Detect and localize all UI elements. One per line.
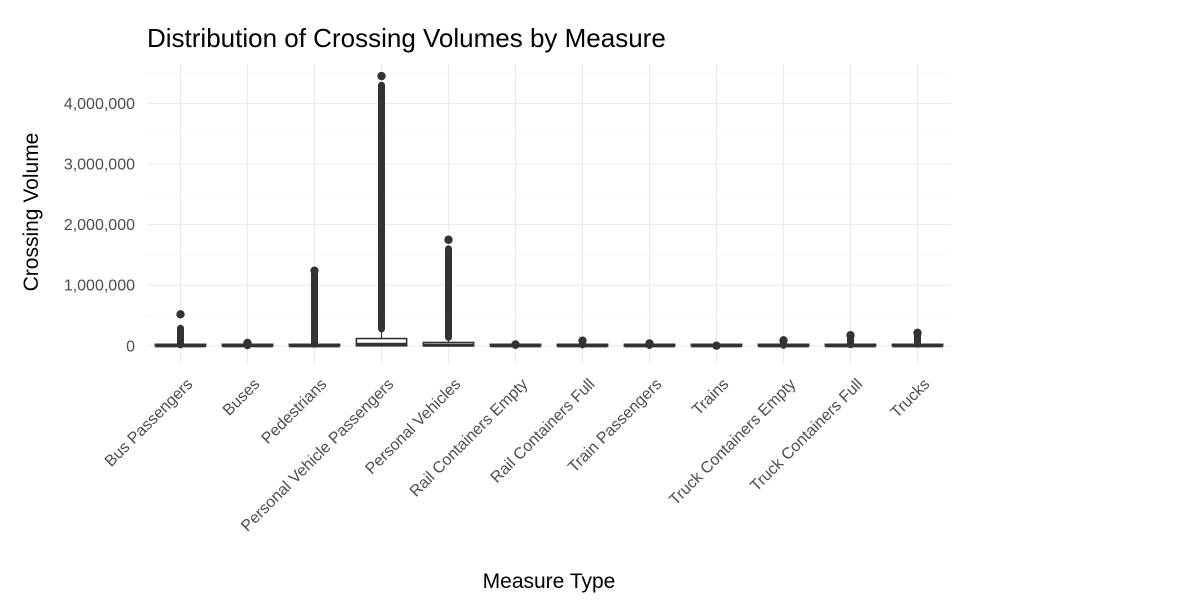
x-axis-title: Measure Type (483, 570, 616, 593)
box-group (422, 235, 475, 347)
y-tick-label: 0 (126, 338, 135, 355)
x-tick-label: Bus Passengers (102, 376, 196, 470)
y-tick-label: 4,000,000 (64, 96, 135, 113)
x-tick-label: Trains (689, 376, 732, 419)
y-tick-label: 2,000,000 (64, 217, 135, 234)
outlier-point (377, 71, 386, 81)
outlier-point (310, 266, 319, 275)
box-group (221, 338, 274, 350)
y-tick-label: 3,000,000 (64, 157, 135, 174)
box-layer (154, 71, 944, 350)
box-group (288, 266, 341, 348)
box-group (623, 339, 676, 350)
outlier-point (176, 310, 185, 319)
outlier-point (846, 331, 855, 340)
outlier-point (578, 336, 587, 345)
box-group (824, 331, 877, 349)
x-tick-label: Rail Containers Empty (407, 376, 532, 501)
outlier-point (913, 328, 922, 337)
x-tick-label: Pedestrians (259, 376, 331, 448)
box-group (891, 328, 944, 348)
box-group (355, 71, 408, 347)
box-group (757, 336, 810, 349)
x-tick-label: Trucks (888, 376, 934, 422)
box (355, 337, 408, 347)
box-group (556, 336, 609, 349)
chart-title: Distribution of Crossing Volumes by Meas… (147, 23, 666, 53)
y-axis-title: Crossing Volume (20, 133, 43, 292)
y-tick-label: 1,000,000 (64, 278, 135, 295)
outlier-point (444, 235, 453, 244)
x-tick-label: Truck Containers Full (747, 376, 866, 495)
grid-layer (147, 64, 951, 364)
y-tick-labels: 0 1,000,000 2,000,000 3,000,000 4,000,000 (64, 96, 135, 355)
x-tick-label: Truck Containers Empty (666, 376, 799, 509)
box-group (690, 341, 743, 350)
box-group (489, 340, 542, 349)
box-group (154, 310, 207, 349)
x-tick-label: Buses (220, 376, 263, 419)
outlier-point (779, 336, 788, 345)
